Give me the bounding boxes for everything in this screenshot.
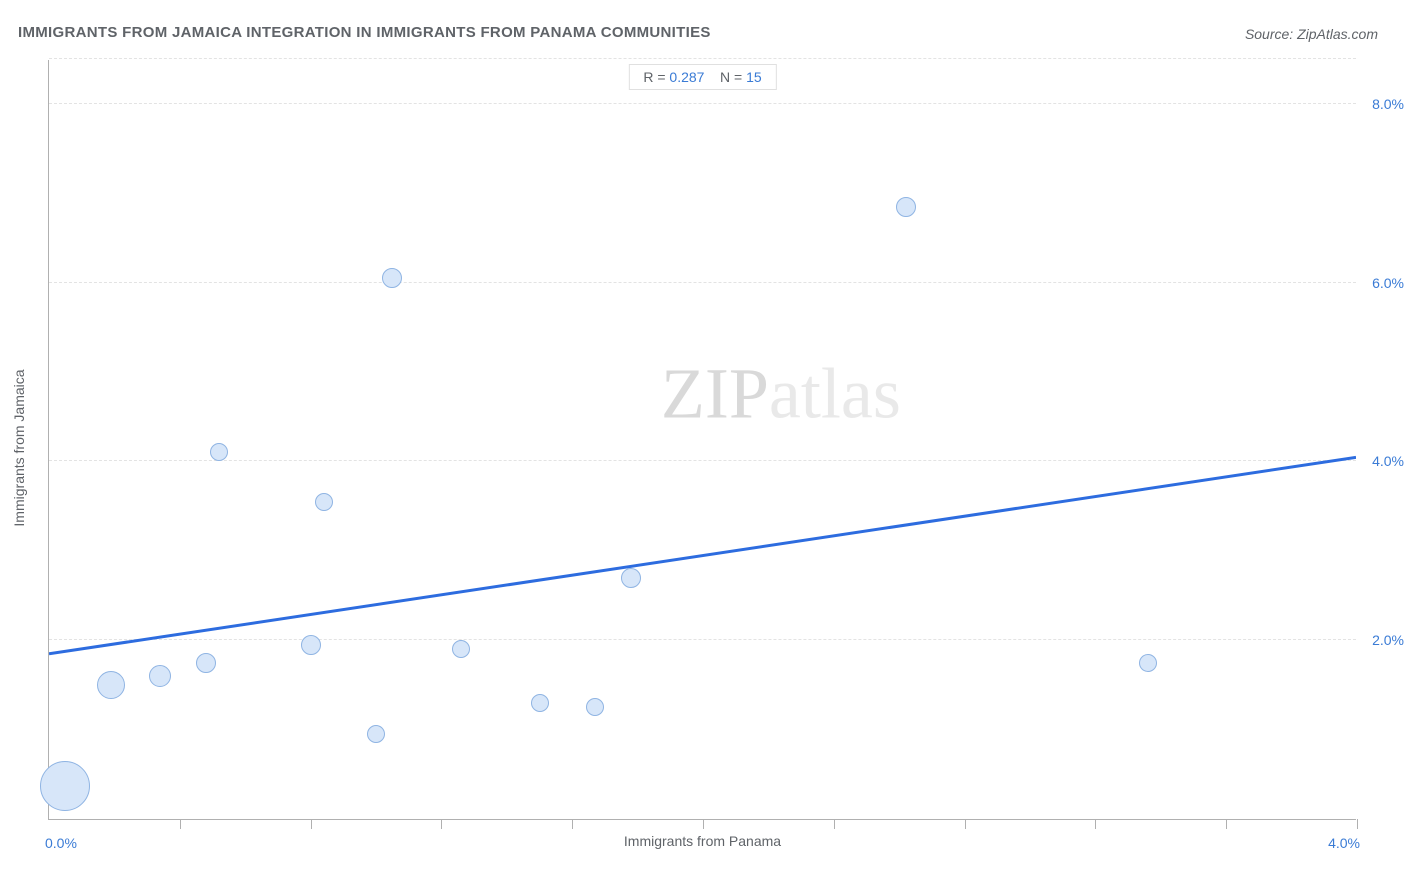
x-tick xyxy=(834,819,835,829)
y-axis-title: Immigrants from Jamaica xyxy=(11,369,27,526)
trend-line-svg xyxy=(49,60,1356,819)
stats-legend: R = 0.287 N = 15 xyxy=(628,64,776,90)
x-tick xyxy=(703,819,704,829)
n-label: N = xyxy=(720,69,742,85)
data-point xyxy=(301,635,321,655)
n-value: 15 xyxy=(746,69,762,85)
watermark: ZIPatlas xyxy=(661,352,901,435)
y-tick-label: 4.0% xyxy=(1360,453,1404,469)
y-gridline xyxy=(49,460,1356,461)
r-label: R = xyxy=(643,69,665,85)
y-gridline xyxy=(49,58,1356,59)
data-point xyxy=(586,698,604,716)
y-tick-label: 8.0% xyxy=(1360,96,1404,112)
x-tick xyxy=(1226,819,1227,829)
data-point xyxy=(367,725,385,743)
x-tick xyxy=(311,819,312,829)
x-tick xyxy=(1095,819,1096,829)
data-point xyxy=(210,443,228,461)
y-gridline xyxy=(49,282,1356,283)
data-point xyxy=(97,671,125,699)
data-point xyxy=(531,694,549,712)
data-point xyxy=(382,268,402,288)
regression-line xyxy=(49,457,1356,653)
data-point xyxy=(452,640,470,658)
data-point xyxy=(315,493,333,511)
x-tick xyxy=(441,819,442,829)
y-tick-label: 2.0% xyxy=(1360,632,1404,648)
x-axis-max-label: 4.0% xyxy=(1328,835,1360,851)
x-axis-title: Immigrants from Panama xyxy=(624,833,781,849)
data-point xyxy=(621,568,641,588)
y-gridline xyxy=(49,103,1356,104)
data-point xyxy=(196,653,216,673)
data-point xyxy=(896,197,916,217)
data-point xyxy=(1139,654,1157,672)
y-tick-label: 6.0% xyxy=(1360,275,1404,291)
x-axis-min-label: 0.0% xyxy=(45,835,77,851)
x-tick xyxy=(572,819,573,829)
x-tick xyxy=(965,819,966,829)
x-tick xyxy=(1357,819,1358,829)
watermark-strong: ZIP xyxy=(661,353,769,433)
data-point xyxy=(40,761,90,811)
r-value: 0.287 xyxy=(669,69,704,85)
watermark-light: atlas xyxy=(769,353,901,433)
x-tick xyxy=(180,819,181,829)
chart-title: IMMIGRANTS FROM JAMAICA INTEGRATION IN I… xyxy=(18,24,711,41)
data-point xyxy=(149,665,171,687)
y-gridline xyxy=(49,639,1356,640)
source-label: Source: ZipAtlas.com xyxy=(1245,26,1378,42)
plot-area: ZIPatlas R = 0.287 N = 15 2.0%4.0%6.0%8.… xyxy=(48,60,1356,820)
